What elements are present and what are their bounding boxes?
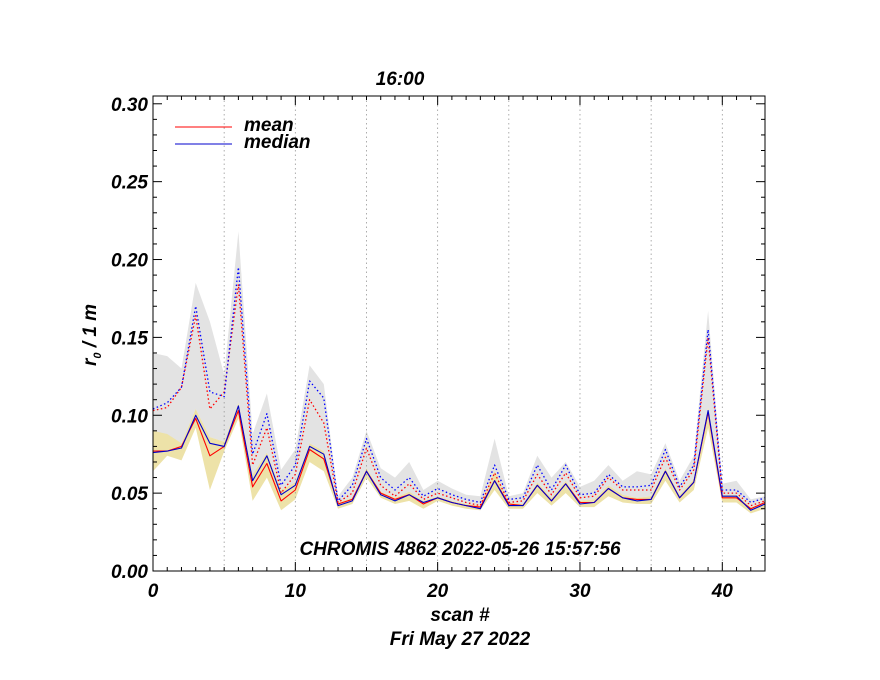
- svg-text:r0 / 1 m: r0 / 1 m: [80, 304, 104, 366]
- y-axis-label: r0 / 1 m: [80, 304, 104, 366]
- series-lines: [152, 266, 766, 511]
- y-axis-label-subscript: 0: [92, 352, 104, 359]
- mean-dotted-line: [152, 283, 766, 507]
- x-tick-label-0: 0: [148, 581, 159, 602]
- x-axis-label: scan #: [430, 605, 490, 626]
- x-tick-label-40: 40: [711, 581, 734, 602]
- plot-frame: [152, 95, 766, 572]
- axis-ticks: [152, 96, 766, 572]
- x-axis-sublabel: Fri May 27 2022: [390, 629, 531, 650]
- spread-bands: [153, 231, 765, 514]
- legend: mean median: [175, 115, 311, 153]
- y-axis-label-main: r: [80, 357, 101, 366]
- y-tick-label-4: 0.20: [111, 251, 148, 272]
- median-dotted-line: [152, 266, 766, 504]
- y-tick-label-1: 0.05: [111, 484, 148, 505]
- y-tick-label-3: 0.15: [111, 328, 148, 349]
- legend-label-median: median: [244, 132, 311, 153]
- y-tick-label-0: 0.00: [111, 562, 148, 583]
- x-tick-label-10: 10: [285, 581, 307, 602]
- axis-tick-labels: 0 10 20 30 40 0.00 0.05 0.10 0.15 0.20 0.25 0.30: [111, 95, 733, 602]
- y-tick-label-6: 0.30: [111, 95, 148, 116]
- x-tick-label-30: 30: [569, 581, 591, 602]
- y-tick-label-5: 0.25: [111, 173, 148, 194]
- y-tick-label-2: 0.10: [111, 406, 148, 427]
- upper-spread-band: [153, 231, 765, 508]
- annotation-text: CHROMIS 4862 2022-05-26 15:57:56: [299, 539, 621, 560]
- legend-label-mean: mean: [244, 115, 294, 136]
- y-axis-label-rest: / 1 m: [80, 304, 101, 353]
- x-tick-label-20: 20: [426, 581, 449, 602]
- median-line: [152, 405, 766, 511]
- chart-title: 16:00: [376, 69, 425, 90]
